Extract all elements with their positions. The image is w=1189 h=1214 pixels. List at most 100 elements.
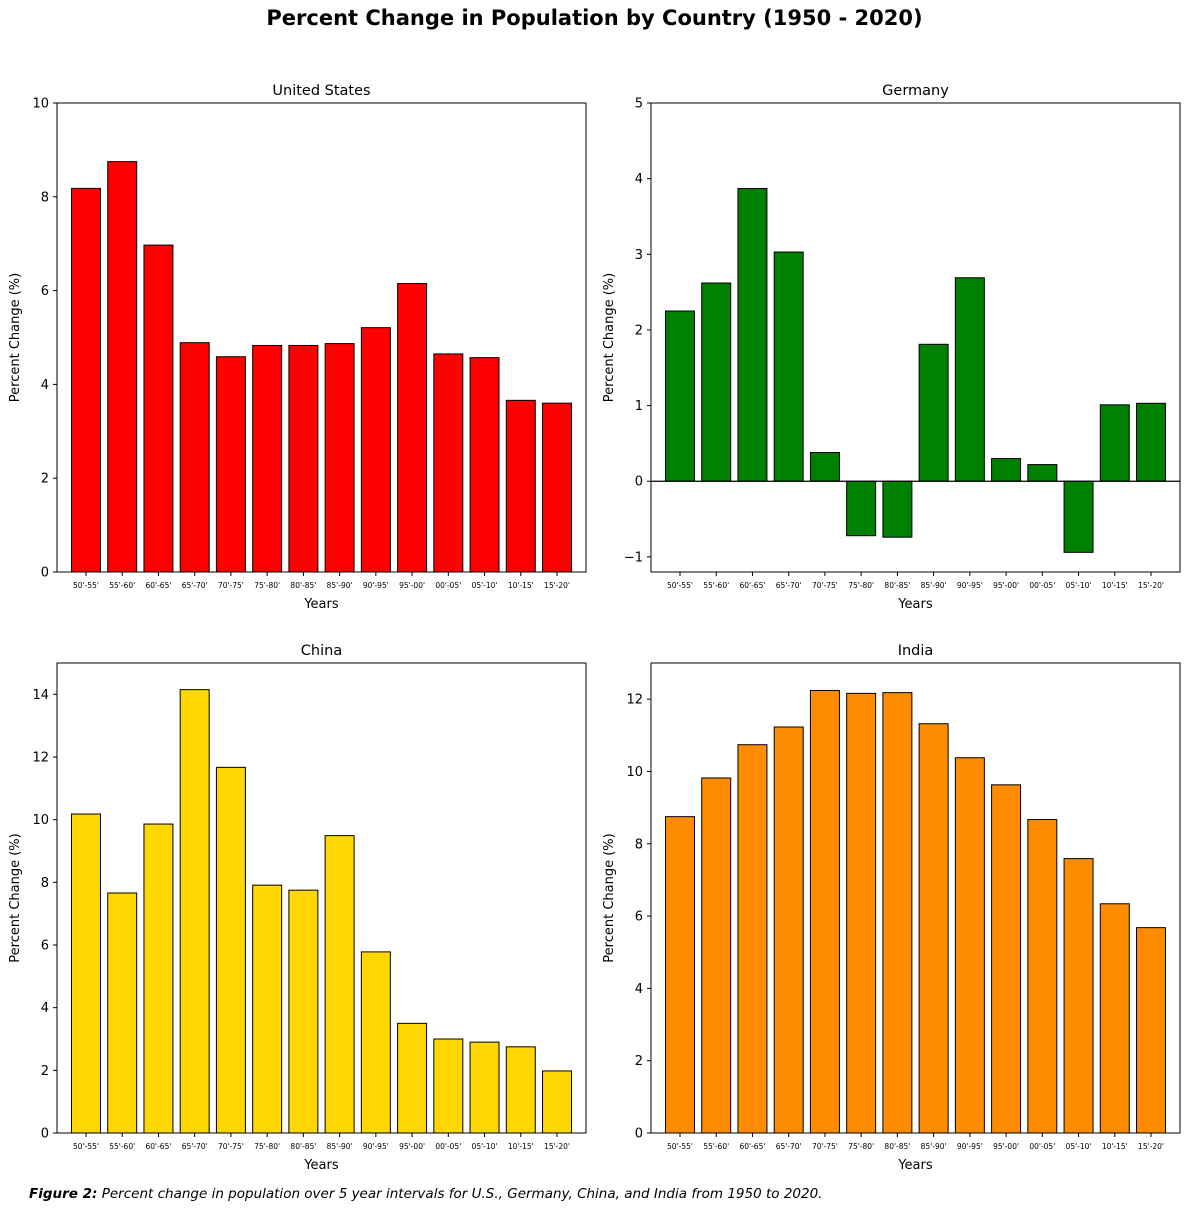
y-tick-label: 0 <box>41 1127 49 1142</box>
y-tick-label: 10 <box>32 97 49 112</box>
y-tick-label: 4 <box>635 172 643 187</box>
bar-85'-90' <box>918 343 949 482</box>
y-tick-label: 8 <box>41 876 49 891</box>
bar-95'-00' <box>991 458 1022 482</box>
bar-10'-15' <box>1099 903 1130 1134</box>
bar-60'-65' <box>737 187 768 482</box>
x-tick-label: 15'-20' <box>1138 1142 1164 1151</box>
y-tick-label: 3 <box>635 248 643 263</box>
x-tick-label: 65'-70' <box>776 581 802 590</box>
x-tick-label: 00'-05' <box>1029 1142 1055 1151</box>
y-tick-label: 2 <box>41 472 49 487</box>
x-tick-label: 80'-85' <box>884 1142 910 1151</box>
x-tick-label: 80'-85' <box>884 581 910 590</box>
bar-95'-00' <box>991 784 1022 1134</box>
bar-65'-70' <box>773 726 804 1134</box>
x-tick-label: 10'-15' <box>508 1142 534 1151</box>
bar-50'-55' <box>70 187 101 573</box>
x-tick-label: 00'-05' <box>435 581 461 590</box>
x-tick-label: 00'-05' <box>1029 581 1055 590</box>
bar-55'-60' <box>107 892 138 1134</box>
x-tick-label: 55'-60' <box>703 581 729 590</box>
y-axis-label: Percent Change (%) <box>8 273 23 402</box>
bar-80'-85' <box>882 480 913 538</box>
bar-85'-90' <box>324 343 355 573</box>
y-tick-label: 4 <box>635 982 643 997</box>
bar-15'-20' <box>542 402 573 573</box>
subplot-title: India <box>898 643 934 659</box>
bar-05'-10' <box>1063 480 1094 553</box>
subplot-title: China <box>301 643 342 659</box>
x-tick-label: 75'-80' <box>848 581 874 590</box>
bar-50'-55' <box>664 816 695 1134</box>
bar-70'-75' <box>215 766 246 1134</box>
x-tick-label: 90'-95' <box>363 581 389 590</box>
bar-15'-20' <box>542 1070 573 1134</box>
x-tick-label: 85'-90' <box>921 581 947 590</box>
bar-60'-65' <box>737 744 768 1134</box>
y-axis-label: Percent Change (%) <box>602 273 617 402</box>
x-tick-label: 65'-70' <box>776 1142 802 1151</box>
x-tick-label: 90'-95' <box>363 1142 389 1151</box>
bar-00'-05' <box>1027 819 1058 1134</box>
y-tick-label: 2 <box>635 1054 643 1069</box>
x-tick-label: 70'-75' <box>218 581 244 590</box>
caption-lead: Figure 2: <box>29 1186 98 1202</box>
bar-85'-90' <box>918 723 949 1134</box>
x-tick-label: 60'-65' <box>145 1142 171 1151</box>
x-tick-label: 15'-20' <box>544 581 570 590</box>
bar-05'-10' <box>1063 858 1094 1134</box>
y-tick-label: 12 <box>626 693 643 708</box>
bar-80'-85' <box>288 344 319 573</box>
bar-95'-00' <box>397 283 428 573</box>
axes-frame <box>650 662 1181 1134</box>
x-tick-label: 80'-85' <box>290 1142 316 1151</box>
x-tick-label: 70'-75' <box>218 1142 244 1151</box>
figure-title: Percent Change in Population by Country … <box>266 6 923 30</box>
bar-55'-60' <box>107 161 138 573</box>
y-tick-label: 14 <box>32 688 49 703</box>
x-tick-label: 15'-20' <box>544 1142 570 1151</box>
bar-60'-65' <box>143 244 174 573</box>
x-tick-label: 95'-00' <box>399 581 425 590</box>
y-tick-label: −1 <box>624 550 643 565</box>
bar-70'-75' <box>215 356 246 573</box>
figure-caption: Figure 2: Percent change in population o… <box>29 1186 822 1202</box>
x-tick-label: 85'-90' <box>327 1142 353 1151</box>
y-tick-label: 12 <box>32 751 49 766</box>
bar-65'-70' <box>773 251 804 482</box>
caption-text: Percent change in population over 5 year… <box>97 1186 823 1202</box>
subplot-united-states: United States Years Percent Change (%) 0… <box>8 83 587 612</box>
y-tick-label: 2 <box>635 323 643 338</box>
bar-75'-80' <box>846 692 877 1134</box>
y-axis-label: Percent Change (%) <box>602 833 617 962</box>
y-tick-label: 10 <box>32 813 49 828</box>
y-tick-label: 8 <box>41 190 49 205</box>
x-tick-label: 60'-65' <box>739 1142 765 1151</box>
subplot-china: China Years Percent Change (%) 0 2 4 6 8 10 12… <box>8 643 587 1173</box>
y-tick-label: 0 <box>635 1127 643 1142</box>
figure-canvas: United States Years Percent Change (%) 0… <box>8 83 1181 1173</box>
x-tick-label: 55'-60' <box>109 1142 135 1151</box>
x-tick-label: 95'-00' <box>993 1142 1019 1151</box>
x-tick-label: 00'-05' <box>435 1142 461 1151</box>
bar-05'-10' <box>469 357 500 573</box>
axes-frame <box>56 102 587 573</box>
bar-55'-60' <box>701 777 732 1134</box>
x-tick-label: 70'-75' <box>812 1142 838 1151</box>
x-axis-label: Years <box>303 1158 339 1173</box>
x-tick-label: 90'-95' <box>957 1142 983 1151</box>
x-tick-label: 10'-15' <box>508 581 534 590</box>
bar-50'-55' <box>70 813 101 1134</box>
bar-10'-15' <box>1099 404 1130 482</box>
subplot-title: Germany <box>882 83 949 99</box>
bar-75'-80' <box>252 884 283 1134</box>
bar-60'-65' <box>143 823 174 1134</box>
axes-frame <box>650 102 1181 573</box>
bar-65'-70' <box>179 342 210 573</box>
y-tick-label: 10 <box>626 765 643 780</box>
bar-70'-75' <box>809 689 840 1134</box>
x-tick-label: 50'-55' <box>667 581 693 590</box>
y-tick-label: 0 <box>41 566 49 581</box>
x-tick-label: 80'-85' <box>290 581 316 590</box>
